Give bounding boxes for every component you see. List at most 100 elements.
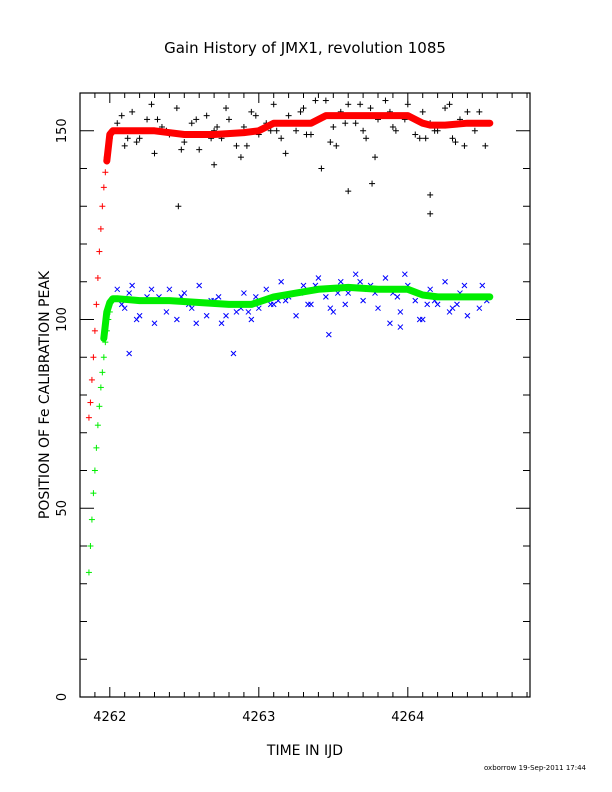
cross-marker (215, 293, 222, 300)
y-axis-label: POSITION OF Fe CALIBRATION PEAK (37, 270, 53, 519)
marker-stroke (223, 312, 229, 319)
marker-stroke (188, 305, 195, 312)
marker-stroke (166, 286, 173, 293)
cross-marker (126, 350, 133, 357)
plus-marker (427, 191, 434, 198)
cross-marker (282, 297, 289, 304)
marker-stroke (267, 301, 274, 308)
plus-marker (372, 154, 379, 161)
plus-marker (382, 97, 389, 104)
marker-stroke (305, 301, 311, 308)
plus-marker (243, 142, 250, 149)
cross-marker (461, 282, 468, 289)
cross-marker (330, 309, 337, 315)
cross-marker (479, 282, 486, 289)
marker-stroke (218, 320, 225, 327)
cross-marker (293, 312, 299, 319)
marker-stroke (352, 271, 359, 278)
plus-marker (87, 399, 94, 406)
plus-marker (129, 108, 136, 115)
plus-marker (214, 123, 221, 130)
marker-stroke (163, 309, 170, 315)
plus-marker (464, 108, 471, 115)
plus-marker (121, 142, 128, 149)
marker-stroke (479, 282, 486, 289)
plus-marker (427, 210, 434, 217)
plus-marker (90, 354, 97, 361)
marker-stroke (193, 320, 200, 327)
cross-marker (136, 312, 143, 319)
marker-stroke (278, 278, 285, 285)
cross-marker (230, 350, 237, 357)
cross-marker (203, 312, 210, 319)
cross-marker (397, 324, 404, 330)
cross-marker (248, 316, 255, 323)
plus-marker (363, 135, 370, 142)
cross-marker (196, 282, 203, 289)
marker-stroke (148, 286, 155, 293)
plus-marker (94, 274, 101, 281)
plus-marker (297, 108, 304, 115)
plus-marker (419, 108, 426, 115)
plus-marker (431, 127, 438, 134)
marker-stroke (323, 293, 329, 300)
marker-stroke (181, 290, 188, 296)
plus-marker (178, 146, 185, 153)
cross-marker (166, 286, 173, 293)
cross-marker (114, 286, 121, 293)
cross-marker (118, 301, 125, 308)
cross-marker (305, 301, 311, 308)
plus-marker (248, 108, 255, 115)
plus-marker (416, 135, 423, 142)
y-tick-label: 0 (55, 693, 70, 701)
plus-marker (188, 120, 195, 127)
marker-stroke (434, 301, 441, 308)
plus-marker (369, 180, 376, 187)
cross-marker (163, 309, 170, 315)
plus-marker (360, 127, 367, 134)
marker-stroke (382, 275, 389, 281)
plus-marker (322, 97, 329, 104)
marker-stroke (424, 301, 431, 308)
cross-marker (325, 331, 332, 338)
plus-marker (330, 123, 337, 130)
marker-stroke (255, 305, 262, 312)
plus-marker (404, 101, 411, 108)
cross-marker (401, 271, 408, 278)
cross-marker (327, 305, 334, 312)
plus-marker (270, 101, 277, 108)
cross-marker (223, 312, 229, 319)
marker-stroke (394, 293, 401, 300)
plus-marker (124, 135, 131, 142)
marker-stroke (397, 324, 404, 330)
marker-stroke (461, 282, 468, 289)
plus-marker (100, 184, 107, 191)
plus-marker (318, 165, 325, 172)
cross-marker (300, 282, 307, 289)
plus-marker (99, 369, 106, 376)
cross-marker (375, 305, 381, 312)
plus-marker (93, 444, 100, 451)
marker-stroke (263, 286, 270, 293)
plus-marker (90, 490, 97, 497)
plus-marker (327, 139, 334, 146)
marker-stroke (427, 286, 434, 293)
plus-marker (333, 142, 340, 149)
cross-marker (193, 320, 200, 327)
cross-marker (416, 316, 423, 323)
plus-marker (144, 116, 151, 123)
cross-marker (133, 316, 140, 323)
y-tick-label: 150 (55, 118, 70, 143)
cross-marker (315, 275, 322, 281)
marker-stroke (203, 312, 210, 319)
marker-stroke (387, 320, 393, 327)
plus-marker (303, 131, 310, 138)
marker-stroke (327, 305, 334, 312)
plus-marker (352, 120, 359, 127)
plus-marker (367, 105, 374, 112)
plus-marker (293, 127, 300, 134)
plus-marker (93, 301, 100, 308)
plus-marker (422, 135, 429, 142)
marker-stroke (196, 282, 203, 289)
